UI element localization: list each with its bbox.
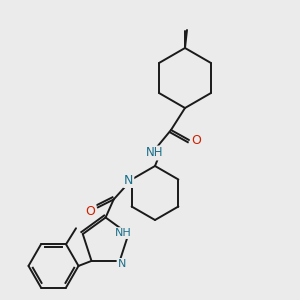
Text: NH: NH [146, 146, 164, 160]
Text: N: N [118, 259, 126, 269]
Text: O: O [86, 205, 96, 218]
Text: N: N [124, 174, 133, 187]
Text: NH: NH [115, 228, 132, 238]
Text: O: O [191, 134, 201, 148]
